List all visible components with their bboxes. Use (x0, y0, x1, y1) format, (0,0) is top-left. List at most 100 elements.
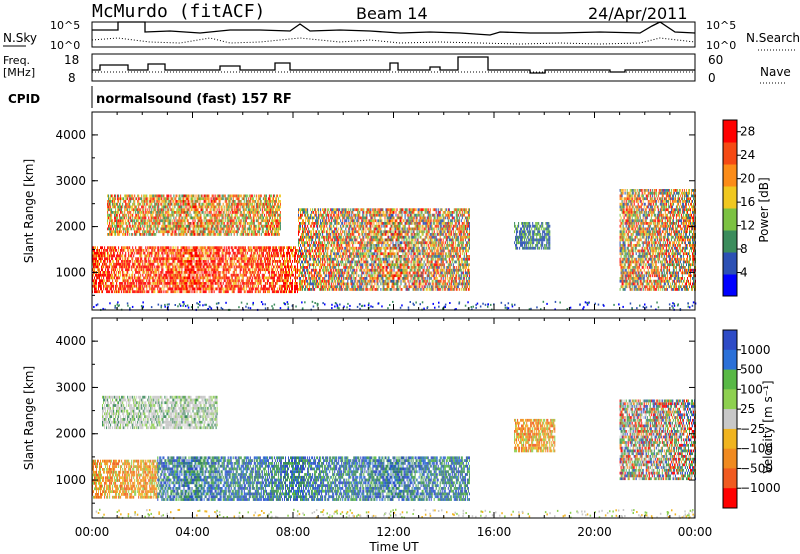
echo-cell (132, 249, 133, 252)
echo-cell (136, 271, 137, 274)
echo-cell (212, 268, 213, 271)
echo-cell (99, 282, 100, 285)
echo-cell (193, 266, 194, 269)
echo-cell (215, 260, 216, 263)
echo-cell (128, 257, 129, 260)
echo-cell (133, 249, 134, 252)
echo-cell (150, 266, 151, 269)
echo-cell (173, 285, 174, 288)
echo-cell (158, 290, 159, 293)
echo-cell (132, 290, 133, 293)
echo-cell (178, 257, 179, 260)
echo-cell (139, 285, 140, 288)
echo-cell (96, 288, 97, 291)
echo-cell (102, 263, 103, 266)
echo-cell (179, 282, 180, 285)
echo-cell (200, 274, 201, 277)
echo-cell (134, 274, 135, 277)
echo-cell (106, 288, 107, 291)
echo-cell (179, 252, 180, 255)
echo-cell (173, 282, 174, 285)
echo-cell (211, 260, 212, 263)
echo-cell (141, 288, 142, 291)
echo-cell (217, 266, 218, 269)
echo-cell (93, 274, 94, 277)
echo-cell (135, 279, 136, 282)
echo-cell (171, 257, 172, 260)
echo-cell (188, 290, 189, 293)
echo-cell (143, 279, 144, 282)
echo-cell (109, 255, 110, 258)
echo-cell (132, 252, 133, 255)
echo-cell (103, 271, 104, 274)
echo-cell (153, 246, 154, 249)
echo-cell (139, 282, 140, 285)
echo-cell (148, 285, 149, 288)
echo-cell (170, 279, 171, 282)
echo-cell (137, 271, 138, 274)
echo-cell (180, 288, 181, 291)
echo-cell (206, 260, 207, 263)
echo-cell (190, 282, 191, 285)
echo-cell (121, 255, 122, 258)
echo-cell (173, 257, 174, 260)
echo-cell (175, 277, 176, 280)
echo-cell (129, 266, 130, 269)
echo-cell (111, 255, 112, 258)
echo-cell (118, 277, 119, 280)
echo-cell (102, 282, 103, 285)
echo-cell (135, 260, 136, 263)
echo-cell (167, 260, 168, 263)
echo-cell (192, 249, 193, 252)
echo-cell (180, 252, 181, 255)
echo-cell (97, 249, 98, 252)
echo-cell (98, 277, 99, 280)
echo-cell (142, 263, 143, 266)
echo-cell (192, 282, 193, 285)
echo-cell (179, 288, 180, 291)
echo-cell (150, 252, 151, 255)
echo-cell (122, 266, 123, 269)
echo-cell (127, 271, 128, 274)
echo-cell (139, 277, 140, 280)
echo-cell (203, 266, 204, 269)
echo-cell (135, 246, 136, 249)
echo-cell (109, 260, 110, 263)
echo-cell (160, 279, 161, 282)
echo-cell (132, 277, 133, 280)
echo-cell (197, 246, 198, 249)
echo-cell (189, 263, 190, 266)
echo-cell (94, 285, 95, 288)
echo-cell (138, 285, 139, 288)
echo-cell (129, 268, 130, 271)
echo-cell (137, 290, 138, 293)
echo-cell (118, 249, 119, 252)
echo-cell (172, 277, 173, 280)
echo-cell (199, 257, 200, 260)
echo-cell (97, 268, 98, 271)
echo-cell (140, 282, 141, 285)
echo-cell (188, 266, 189, 269)
echo-cell (116, 285, 117, 288)
echo-cell (132, 282, 133, 285)
echo-cell (136, 257, 137, 260)
echo-cell (186, 266, 187, 269)
echo-cell (207, 263, 208, 266)
echo-cell (215, 274, 216, 277)
echo-cell (146, 255, 147, 258)
echo-cell (189, 290, 190, 293)
echo-cell (128, 277, 129, 280)
echo-cell (150, 268, 151, 271)
echo-cell (103, 274, 104, 277)
echo-cell (210, 266, 211, 269)
echo-cell (136, 290, 137, 293)
echo-cell (151, 249, 152, 252)
echo-cell (105, 282, 106, 285)
echo-cell (137, 249, 138, 252)
echo-cell (216, 274, 217, 277)
echo-cell (109, 266, 110, 269)
echo-cell (211, 246, 212, 249)
echo-cell (218, 246, 219, 249)
echo-cell (131, 257, 132, 260)
echo-cell (160, 288, 161, 291)
